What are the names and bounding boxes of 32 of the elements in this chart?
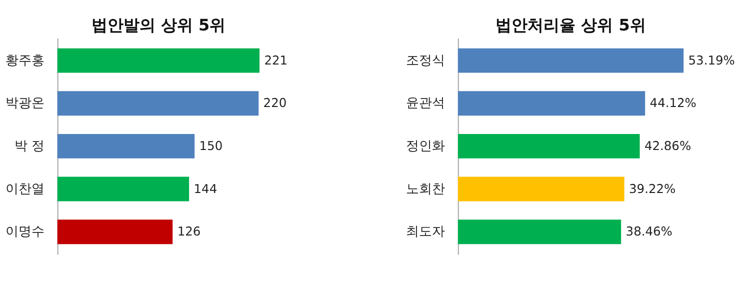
data-label: 42.86% <box>644 138 692 153</box>
bar <box>57 176 190 202</box>
y-tick-label: 노회찬 <box>406 182 446 197</box>
bar <box>458 91 646 116</box>
y-tick-label: 최도자 <box>406 224 446 240</box>
y-tick-label: 이찬열 <box>6 182 45 197</box>
y-tick-label: 윤관석 <box>406 96 446 112</box>
y-tick-label: 정인화 <box>406 138 446 154</box>
data-label: 38.46% <box>626 224 672 239</box>
bar <box>57 134 195 158</box>
bar <box>57 48 260 73</box>
data-label: 126 <box>177 224 201 239</box>
bar <box>57 220 173 244</box>
data-label: 220 <box>263 96 287 110</box>
y-tick-label: 이명수 <box>6 224 45 240</box>
data-label: 150 <box>199 138 223 153</box>
y-tick-label: 박 정 <box>14 138 45 154</box>
bar <box>458 48 684 73</box>
y-tick-label: 조정식 <box>406 53 446 68</box>
bar <box>458 134 640 158</box>
data-label: 44.12% <box>650 96 696 110</box>
data-label: 144 <box>194 182 218 196</box>
y-tick-label: 황주홍 <box>6 53 45 68</box>
chart-title: 법안발의 상위 5위 <box>91 16 226 35</box>
chart-title: 법안처리율 상위 5위 <box>496 16 646 35</box>
bar <box>458 176 624 202</box>
data-label: 221 <box>264 53 288 68</box>
y-tick-label: 박광온 <box>6 96 45 112</box>
bar <box>458 220 622 244</box>
data-label: 53.19% <box>688 53 735 68</box>
data-label: 39.22% <box>629 182 676 196</box>
bar <box>57 91 259 116</box>
